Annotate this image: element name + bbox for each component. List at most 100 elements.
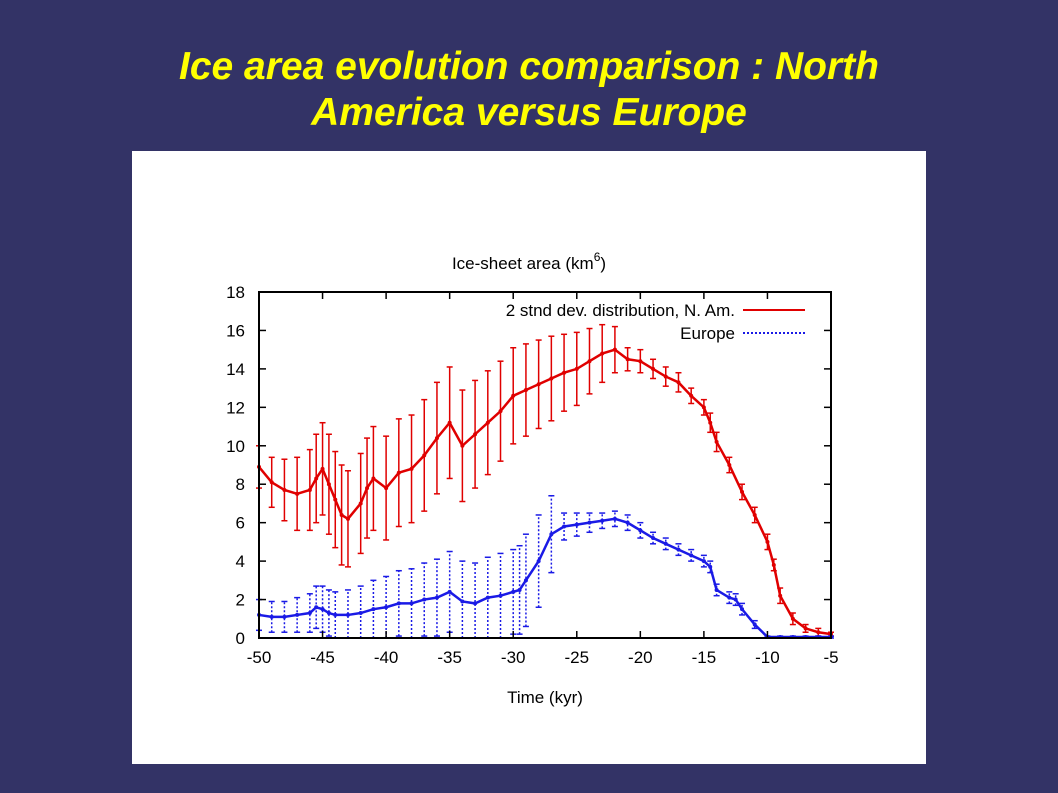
data-point (339, 512, 344, 517)
x-tick-label: -20 (628, 648, 653, 667)
data-point (320, 466, 325, 471)
data-point (434, 436, 439, 441)
data-point (771, 562, 776, 567)
data-point (314, 476, 319, 481)
data-point (740, 607, 745, 612)
data-point (409, 466, 414, 471)
data-point (447, 589, 452, 594)
data-point (314, 605, 319, 610)
data-point (625, 357, 630, 362)
data-point (473, 432, 478, 437)
x-tick-label: -25 (564, 648, 589, 667)
data-point (549, 532, 554, 537)
data-point (574, 366, 579, 371)
series-line (258, 348, 832, 636)
data-point (307, 611, 312, 616)
data-point (701, 559, 706, 564)
data-point (638, 528, 643, 533)
data-point (345, 516, 350, 521)
y-tick-label: 4 (236, 552, 245, 571)
y-tick-label: 14 (226, 360, 245, 379)
y-tick-label: 12 (226, 398, 245, 417)
data-point (295, 491, 300, 496)
data-point (460, 443, 465, 448)
y-tick-label: 6 (236, 514, 245, 533)
data-point (333, 497, 338, 502)
axis-layer: -50 -45 -40 -35 -30 -25 -20 -15 -10 -502468101214… (226, 283, 838, 667)
data-point (651, 366, 656, 371)
data-point (307, 487, 312, 492)
figure-panel: Ice-sheet area (km6) -50 -45 -40 -35 -30 -25-… (132, 151, 926, 764)
data-point (295, 612, 300, 617)
x-tick-label: -10 (755, 648, 780, 667)
x-tick-label: -45 (310, 648, 335, 667)
data-point (269, 480, 274, 485)
data-point (740, 489, 745, 494)
y-tick-label: 8 (236, 475, 245, 494)
data-point (625, 520, 630, 525)
data-point (523, 388, 528, 393)
legend-label-north-america: 2 stnd dev. distribution, N. Am. (506, 301, 735, 320)
data-point (282, 487, 287, 492)
data-point (409, 601, 414, 606)
data-point (727, 595, 732, 600)
data-point (422, 453, 427, 458)
data-point (600, 518, 605, 523)
y-tick-label: 0 (236, 629, 245, 648)
series-north-america (256, 323, 834, 637)
chart-title-superscript: 6 (594, 250, 601, 264)
legend-label-europe: Europe (680, 324, 735, 343)
data-point (663, 541, 668, 546)
plot-frame (258, 291, 832, 639)
data-point (536, 559, 541, 564)
data-point (326, 482, 331, 487)
y-tick-label: 10 (226, 437, 245, 456)
data-point (371, 476, 376, 481)
data-point (511, 393, 516, 398)
data-point (727, 463, 732, 467)
data-point (549, 376, 554, 381)
data-point (708, 420, 713, 425)
data-point (396, 601, 401, 606)
data-point (345, 612, 350, 617)
chart-title: Ice-sheet area (km6) (452, 250, 606, 273)
data-point (365, 486, 370, 491)
data-point (460, 599, 465, 604)
slide-title: Ice area evolution comparison : North Am… (0, 44, 1058, 136)
data-point (498, 409, 503, 414)
data-point (282, 614, 287, 619)
data-point (689, 553, 694, 558)
x-tick-label: -35 (437, 648, 462, 667)
x-tick-label: -50 (247, 648, 272, 667)
slide-title-line-1: Ice area evolution comparison : North (179, 45, 879, 88)
data-point (587, 359, 592, 364)
data-point (651, 536, 656, 541)
x-tick-label: -40 (374, 648, 399, 667)
data-point (517, 587, 522, 592)
data-point (708, 564, 713, 569)
data-point (701, 405, 706, 410)
data-point (384, 486, 389, 491)
x-tick-label: -30 (501, 648, 526, 667)
data-point (663, 374, 668, 379)
chart-title-close: ) (600, 254, 606, 273)
data-point (434, 595, 439, 600)
data-point (511, 589, 516, 594)
slide-title-line-2: America versus Europe (311, 91, 747, 134)
data-point (498, 593, 503, 598)
data-point (612, 516, 617, 521)
data-point (485, 595, 490, 600)
data-point (536, 382, 541, 387)
data-point (320, 607, 325, 612)
data-point (587, 520, 592, 525)
data-point (803, 626, 808, 631)
legend: 2 stnd dev. distribution, N. Am. Europe (506, 301, 805, 343)
data-point (816, 630, 821, 635)
data-point (765, 539, 770, 544)
data-point (422, 597, 427, 602)
data-point (600, 351, 605, 356)
chart-title-main: Ice-sheet area (km (452, 254, 594, 273)
data-point (562, 370, 567, 375)
data-point (752, 622, 757, 627)
data-point (384, 605, 389, 610)
